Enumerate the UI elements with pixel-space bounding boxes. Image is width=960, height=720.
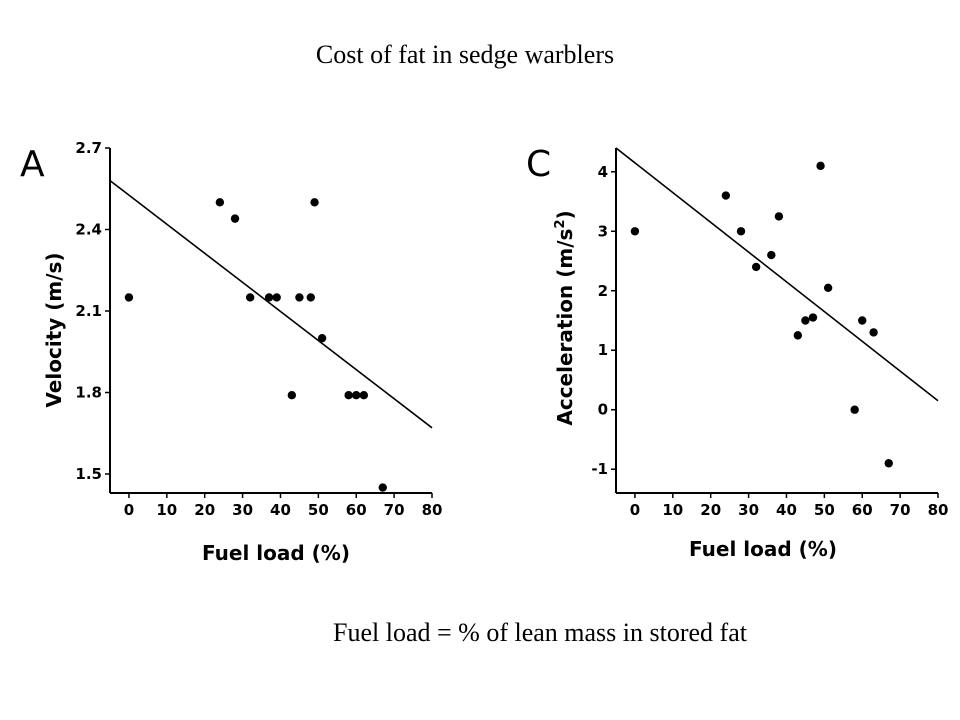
y-tick-label: 2.4 — [75, 220, 102, 238]
y-tick-label: 4 — [598, 163, 608, 181]
data-point — [215, 198, 225, 207]
data-point — [245, 293, 255, 302]
data-point — [359, 391, 369, 400]
x-tick-label: 50 — [308, 501, 329, 519]
data-point — [767, 250, 776, 260]
x-tick-label: 80 — [928, 501, 949, 519]
data-point — [808, 313, 818, 322]
data-point — [823, 283, 833, 292]
x-tick-label: 30 — [232, 501, 253, 519]
data-point — [306, 293, 315, 302]
y-tick-label: 2.7 — [75, 139, 102, 157]
y-axis-label: Acceleration (m/s2) — [553, 210, 577, 425]
y-tick-label: 1.5 — [75, 465, 102, 483]
data-point — [310, 198, 319, 207]
data-point — [801, 316, 810, 325]
x-tick-label: 40 — [270, 501, 291, 519]
data-point — [295, 293, 304, 302]
x-tick-label: 40 — [776, 501, 797, 519]
data-point — [736, 227, 746, 236]
footnote: Fuel load = % of lean mass in stored fat — [333, 618, 747, 647]
data-point — [264, 293, 274, 302]
data-point — [230, 214, 240, 223]
x-tick-label: 70 — [890, 501, 911, 519]
data-point — [884, 459, 893, 468]
slide-title: Cost of fat in sedge warblers — [315, 40, 615, 69]
data-point — [721, 191, 731, 200]
data-point — [317, 333, 327, 343]
x-tick-label: 80 — [422, 501, 443, 519]
x-tick-label: 20 — [700, 501, 721, 519]
x-tick-label: 10 — [156, 501, 177, 519]
trend-line — [109, 179, 433, 429]
data-point — [774, 212, 784, 221]
y-tick-label: 1 — [598, 341, 608, 359]
data-point — [858, 316, 867, 325]
x-tick-label: 20 — [194, 501, 215, 519]
x-tick-label: 10 — [662, 501, 683, 519]
y-axis-label-suffix: ) — [553, 210, 577, 219]
data-point — [272, 293, 281, 302]
data-point — [378, 483, 387, 492]
x-axis-label: Fuel load (%) — [689, 537, 837, 561]
panel-label: A — [20, 144, 45, 185]
chart-velocity-marks: 1.5 1.8 2.1 2.4 2.7 0 10 20 30 40 50 60 70 80 — [75, 139, 442, 519]
x-tick-label: 70 — [384, 501, 405, 519]
data-point — [816, 161, 825, 171]
data-point — [124, 293, 134, 302]
y-tick-label: 2.1 — [75, 302, 102, 320]
x-tick-label: 30 — [738, 501, 759, 519]
x-axis-label: Fuel load (%) — [202, 541, 350, 565]
data-point — [793, 331, 803, 340]
x-tick-label: 60 — [346, 501, 367, 519]
data-point — [869, 328, 878, 337]
y-axis-label: Velocity (m/s) — [42, 252, 66, 407]
data-point — [344, 391, 353, 400]
y-axis-label-superscript: 2 — [553, 220, 568, 229]
y-tick-label: -1 — [591, 460, 608, 478]
x-tick-label: 50 — [814, 501, 835, 519]
data-point — [751, 262, 761, 272]
y-tick-label: 2 — [598, 282, 608, 300]
y-tick-label: 1.8 — [75, 383, 102, 401]
y-tick-label: 0 — [598, 401, 608, 419]
panel-label: C — [526, 144, 551, 185]
y-axis-label-main: Acceleration (m/s — [553, 229, 577, 426]
y-tick-label: 3 — [598, 222, 608, 240]
x-tick-label: 0 — [630, 501, 640, 519]
x-tick-label: 60 — [852, 501, 873, 519]
data-point — [850, 405, 859, 414]
data-point — [630, 227, 640, 236]
data-point — [352, 391, 361, 400]
data-point — [287, 391, 297, 400]
x-tick-label: 0 — [124, 501, 134, 519]
trend-line — [615, 147, 939, 402]
